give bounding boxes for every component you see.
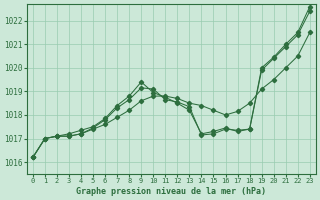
X-axis label: Graphe pression niveau de la mer (hPa): Graphe pression niveau de la mer (hPa) [76,187,266,196]
